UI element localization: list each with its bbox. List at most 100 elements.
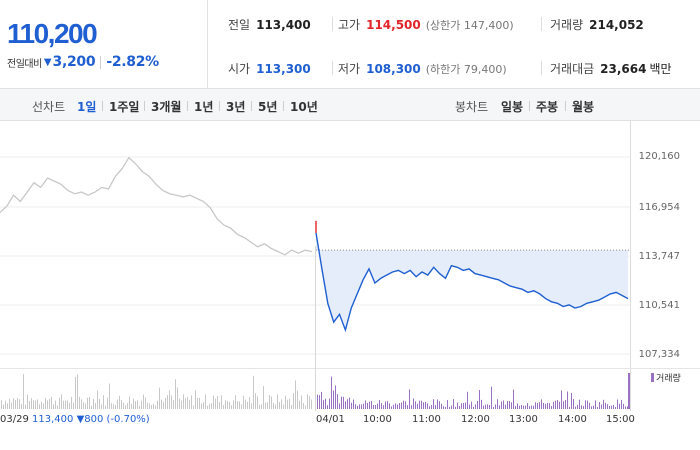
volume-bar [613,404,614,409]
today-fill-area [316,232,628,330]
volume-bar [497,399,498,409]
volume-bar [505,404,506,409]
volume-bar [325,398,326,409]
volume-bar [107,397,108,409]
volume-bar [243,395,244,409]
volume-bar [175,379,176,409]
volume-bar [297,390,298,409]
volume-bar [413,398,414,409]
volume-bar [573,399,574,409]
volume-bar [601,404,602,409]
volume-bar [615,406,616,409]
stat-divider [541,61,542,75]
volume-bar [15,400,16,409]
prev-day-info: 03/29 113,400 ▼800 (-0.70%) [0,414,150,425]
period-3y[interactable]: 3년 [226,100,246,114]
volume-bar [17,397,18,409]
volume-bar [519,405,520,409]
volume-bar [411,405,412,409]
stat-label: 거래량 [550,18,584,32]
volume-bar [273,402,274,409]
toolbar-divider [529,101,530,111]
volume-bar [565,400,566,409]
volume-bar [439,401,440,409]
volume-bar [91,405,92,409]
volume-bar [81,399,82,409]
volume-bar [337,394,338,409]
volume-bar [129,396,130,409]
candle-chart-label: 봉차트 [455,100,489,114]
volume-bar [563,401,564,409]
volume-bar [493,406,494,409]
volume-bar [435,405,436,409]
period-1w[interactable]: 1주일 [109,100,140,114]
toolbar-divider [187,101,188,111]
period-3m[interactable]: 3개월 [151,100,182,114]
volume-bar [157,400,158,409]
volume-bar [155,405,156,409]
volume-bar [259,404,260,409]
volume-bar [199,397,200,409]
volume-bar [99,398,100,409]
volume-bar [257,396,258,409]
stat-divider [332,61,333,75]
volume-bar [377,403,378,409]
volume-bar [367,402,368,409]
volume-bar [207,405,208,409]
y-tick-label: 120,160 [638,151,680,162]
period-1y[interactable]: 1년 [194,100,214,114]
volume-bar [179,398,180,409]
volume-bar [455,406,456,409]
volume-bar [189,399,190,409]
volume-bar [361,404,362,409]
stats-grid: 전일 113,400 고가 114,500 (상한가 147,400) 거래량 … [208,0,700,88]
period-10y[interactable]: 10년 [290,100,318,114]
volume-bar [171,395,172,409]
volume-bar [529,406,530,409]
volume-bar [43,403,44,409]
volume-bar [329,398,330,409]
volume-bar [23,374,24,409]
stat-label: 전일 [228,18,251,32]
volume-bar [215,398,216,409]
volume-bar [241,404,242,409]
volume-bar [1,400,2,409]
volume-bar [309,396,310,409]
candle-weekly[interactable]: 주봉 [536,100,559,114]
volume-legend: 거래량 [651,371,681,384]
volume-bar [401,402,402,409]
volume-bar [425,401,426,409]
stat-unit: 백만 [649,62,672,76]
volume-bar [433,399,434,409]
volume-bar [49,398,50,409]
y-tick-label: 113,747 [638,251,680,262]
volume-bar [553,401,554,409]
volume-bar [173,400,174,409]
volume-bar [515,406,516,409]
volume-bar [343,396,344,409]
volume-bar [159,387,160,409]
volume-bar [453,399,454,409]
candle-daily[interactable]: 일봉 [501,100,524,114]
stat-volume: 거래량 214,052 [550,16,644,33]
volume-bar [39,404,40,409]
volume-bar [281,399,282,409]
volume-bar [105,405,106,409]
period-1d[interactable]: 1일 [77,100,97,114]
toolbar-divider [283,101,284,111]
x-tick-label: 10:00 [363,414,392,425]
toolbar-divider [219,101,220,111]
volume-bar [443,406,444,409]
volume-bar [503,400,504,409]
candle-monthly[interactable]: 월봉 [572,100,595,114]
intraday-chart[interactable]: 120,160 116,954 113,747 110,541 107,334 … [0,121,700,450]
toolbar-divider [102,101,103,111]
volume-bar [79,397,80,409]
volume-bar [385,401,386,409]
period-5y[interactable]: 5년 [258,100,278,114]
volume-bar [217,396,218,409]
volume-bar [463,403,464,409]
volume-bar [577,404,578,409]
volume-bar [147,402,148,409]
volume-bar [121,400,122,409]
